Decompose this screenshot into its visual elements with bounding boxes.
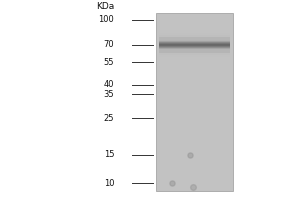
- Text: 35: 35: [104, 90, 114, 99]
- Bar: [159, 48, 230, 49]
- Bar: [159, 50, 230, 53]
- Bar: [159, 43, 230, 44]
- Bar: [159, 44, 230, 45]
- Bar: [159, 30, 230, 33]
- Bar: [156, 13, 233, 191]
- Point: [191, 185, 196, 188]
- Point: [188, 153, 193, 156]
- Text: 10: 10: [104, 179, 114, 188]
- Text: 25: 25: [104, 114, 114, 123]
- Bar: [159, 46, 230, 47]
- Text: 70: 70: [104, 40, 114, 49]
- Text: 100: 100: [99, 15, 114, 24]
- Bar: [159, 47, 230, 48]
- Point: [170, 182, 175, 185]
- Text: KDa: KDa: [96, 2, 114, 11]
- Bar: [159, 33, 230, 35]
- Bar: [159, 35, 230, 37]
- Bar: [159, 41, 230, 42]
- Text: 40: 40: [104, 80, 114, 89]
- Text: 55: 55: [104, 58, 114, 67]
- Bar: [159, 49, 230, 50]
- Text: 15: 15: [104, 150, 114, 159]
- Bar: [159, 40, 230, 41]
- Bar: [159, 42, 230, 43]
- Bar: [159, 57, 230, 60]
- Bar: [159, 55, 230, 57]
- Bar: [159, 53, 230, 55]
- Bar: [159, 37, 230, 40]
- Bar: [159, 45, 230, 46]
